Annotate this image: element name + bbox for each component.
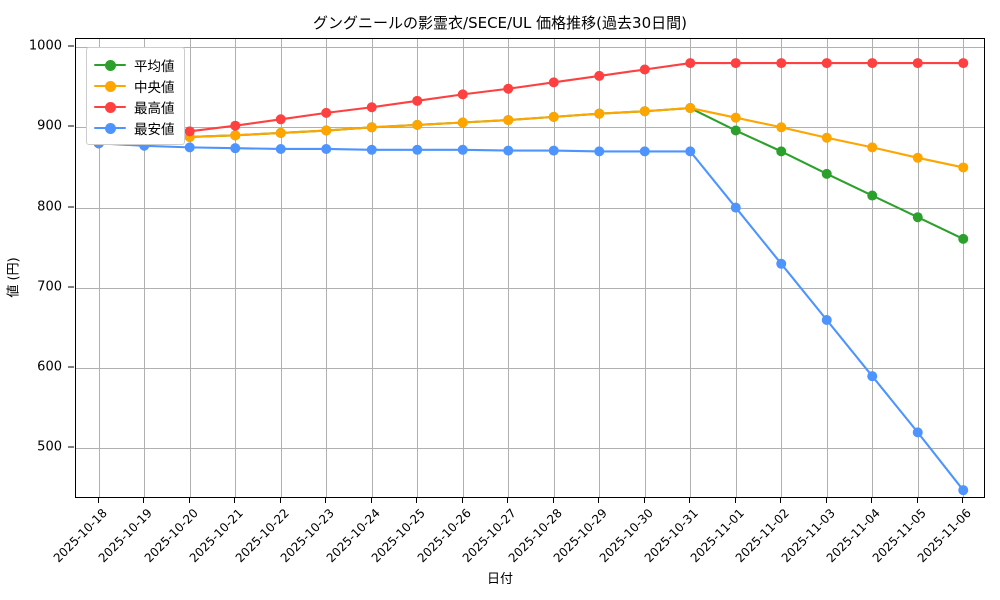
gridline-vertical: [371, 39, 373, 497]
x-tick-mark: [234, 498, 236, 503]
x-tick-mark: [461, 498, 463, 503]
legend-item-最安値[interactable]: 最安値: [94, 117, 175, 138]
gridline-vertical: [781, 39, 783, 497]
x-axis-label: 日付: [486, 572, 513, 587]
legend-item-label: 中央値: [134, 79, 175, 96]
gridline-vertical: [917, 39, 919, 497]
series-最安値: [93, 138, 969, 496]
y-tick-mark: [68, 366, 74, 368]
gridline-vertical: [690, 39, 692, 497]
x-tick-mark: [962, 498, 964, 503]
legend-item-中央値[interactable]: 中央値: [94, 75, 175, 96]
x-tick-mark: [916, 498, 918, 503]
gridline-vertical: [872, 39, 874, 497]
legend-item-最高値[interactable]: 最高値: [94, 96, 175, 117]
y-axis-ticks: 500 600 700 800 900 1000: [0, 38, 74, 498]
x-tick-mark: [188, 498, 190, 503]
gridline-vertical: [462, 39, 464, 497]
gridline-vertical: [326, 39, 328, 497]
series-中央値: [93, 103, 969, 173]
y-tick-label: 700: [37, 279, 62, 295]
y-tick-label: 900: [37, 118, 62, 134]
legend-marker-icon: [94, 58, 126, 72]
x-tick-mark: [598, 498, 600, 503]
series-line: [97, 62, 965, 145]
gridline-vertical: [644, 39, 646, 497]
y-tick-mark: [68, 446, 74, 448]
y-tick-mark: [68, 45, 74, 47]
gridline-horizontal: [76, 127, 984, 129]
series-line: [97, 106, 965, 169]
x-tick-mark: [370, 498, 372, 503]
legend-marker-icon: [94, 100, 126, 114]
chart-title: グングニールの影霊衣/SECE/UL 価格推移(過去30日間): [313, 14, 687, 32]
x-tick-mark: [780, 498, 782, 503]
x-tick-mark: [734, 498, 736, 503]
y-tick-label: 600: [37, 359, 62, 375]
x-tick-mark: [552, 498, 554, 503]
gridline-vertical: [189, 39, 191, 497]
gridline-vertical: [280, 39, 282, 497]
x-tick-mark: [689, 498, 691, 503]
y-tick-mark: [68, 206, 74, 208]
chart-legend[interactable]: 平均値中央値最高値最安値: [86, 47, 185, 145]
legend-item-label: 平均値: [134, 58, 175, 75]
x-tick-mark: [825, 498, 827, 503]
legend-marker-icon: [94, 79, 126, 93]
gridline-vertical: [553, 39, 555, 497]
gridline-vertical: [963, 39, 965, 497]
gridline-horizontal: [76, 207, 984, 209]
gridline-vertical: [508, 39, 510, 497]
gridline-vertical: [599, 39, 601, 497]
series-平均値: [93, 103, 969, 244]
gridline-vertical: [235, 39, 237, 497]
y-tick-label: 500: [37, 439, 62, 455]
x-tick-mark: [507, 498, 509, 503]
x-tick-mark: [325, 498, 327, 503]
legend-marker-icon: [94, 121, 126, 135]
y-tick-label: 1000: [28, 38, 62, 54]
gridline-horizontal: [76, 47, 984, 49]
legend-item-平均値[interactable]: 平均値: [94, 54, 175, 75]
legend-item-label: 最高値: [134, 100, 175, 117]
series-line: [97, 142, 965, 492]
x-axis-ticks: 2025-10-18 2025-10-19 2025-10-20 2025-10-21…: [0, 498, 1000, 598]
y-tick-mark: [68, 125, 74, 127]
x-tick-mark: [97, 498, 99, 503]
gridline-vertical: [735, 39, 737, 497]
x-tick-mark: [279, 498, 281, 503]
gridline-horizontal: [76, 287, 984, 289]
x-tick-mark: [143, 498, 145, 503]
gridline-vertical: [417, 39, 419, 497]
series-layer: [93, 58, 969, 496]
legend-item-label: 最安値: [134, 121, 175, 138]
y-tick-mark: [68, 286, 74, 288]
gridline-horizontal: [76, 368, 984, 370]
x-tick-mark: [871, 498, 873, 503]
series-最高値: [93, 58, 969, 149]
gridline-horizontal: [76, 448, 984, 450]
plot-area: 平均値中央値最高値最安値: [75, 38, 985, 498]
x-tick-mark: [416, 498, 418, 503]
gridline-vertical: [826, 39, 828, 497]
x-tick-mark: [643, 498, 645, 503]
y-tick-label: 800: [37, 199, 62, 215]
